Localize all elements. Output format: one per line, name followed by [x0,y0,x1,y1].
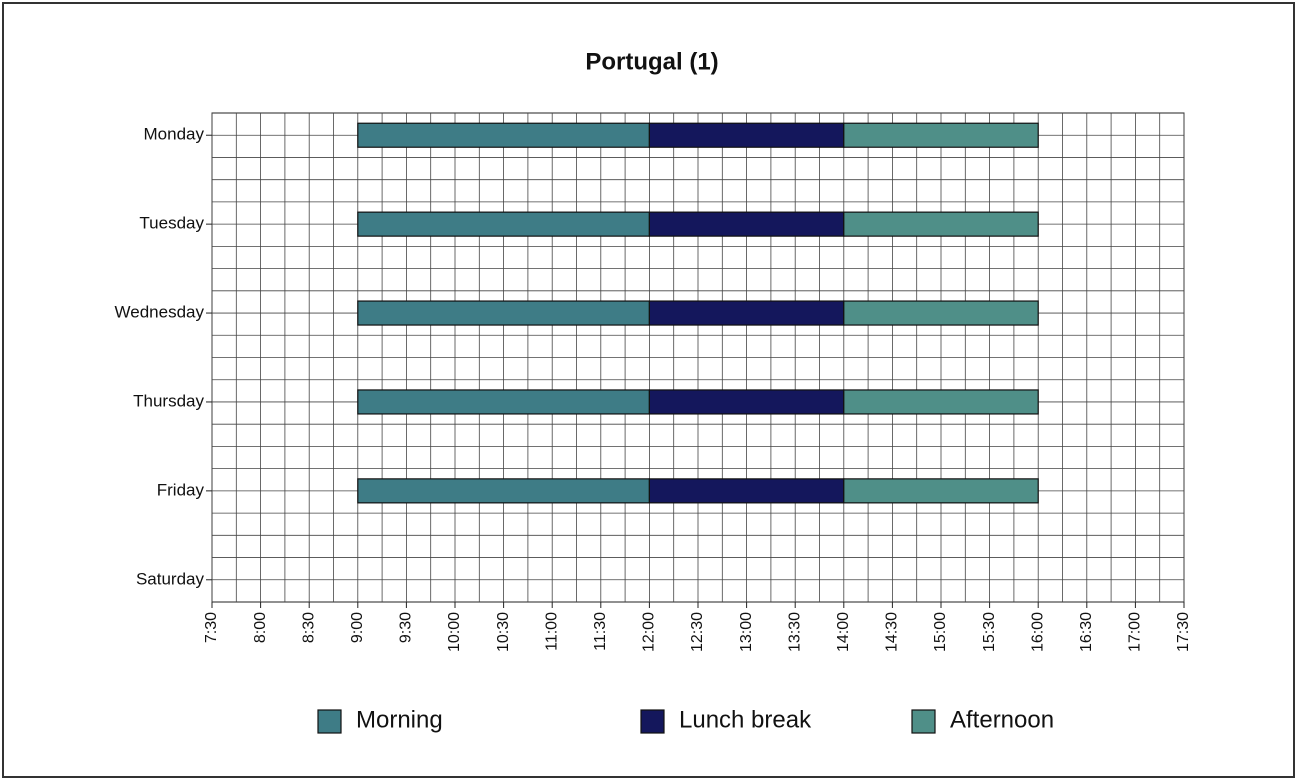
bar-segment [648,122,845,148]
legend-label: Afternoon [950,706,1054,733]
legend-label: Morning [356,706,443,733]
x-tick-label: 7:30 [203,612,220,643]
x-tick-label: 15:00 [932,612,949,652]
legend-label: Lunch break [679,706,812,733]
x-tick-label: 13:00 [738,612,755,652]
x-tick-label: 13:30 [786,612,803,652]
y-tick-label: Tuesday [139,214,204,233]
y-tick-label: Monday [144,125,205,144]
x-tick-label: 17:00 [1127,612,1144,652]
x-tick-label: 14:30 [884,612,901,652]
y-tick-label: Friday [157,480,205,499]
x-tick-label: 12:30 [689,612,706,652]
x-tick-label: 14:00 [835,612,852,652]
x-tick-label: 8:30 [300,612,317,643]
x-tick-label: 9:30 [398,612,415,643]
x-tick-label: 10:30 [495,612,512,652]
x-tick-label: 16:30 [1078,612,1095,652]
x-tick-label: 16:00 [1029,612,1046,652]
bar-segment [843,389,1039,415]
bar-segment [843,300,1039,326]
bar-segment [843,211,1039,237]
bar-segment [648,211,845,237]
y-tick-label: Thursday [133,391,204,410]
y-tick-label: Wednesday [115,303,205,322]
x-tick-label: 11:00 [543,612,560,651]
bar-segment [843,478,1039,504]
legend-swatch [640,709,665,734]
y-tick-label: Saturday [136,569,205,588]
bar-segment [648,300,845,326]
chart-title: Portugal (1) [585,48,718,75]
x-tick-label: 12:00 [641,612,658,652]
x-tick-label: 11:30 [592,612,609,651]
x-tick-label: 10:00 [446,612,463,652]
bar-segment [357,211,650,237]
x-tick-label: 17:30 [1175,612,1192,652]
x-tick-label: 8:00 [252,612,269,643]
bar-segment [843,122,1039,148]
bar-segment [357,478,650,504]
bar-segment [357,300,650,326]
x-tick-label: 15:30 [981,612,998,652]
legend-swatch [317,709,342,734]
bar-segment [648,389,845,415]
x-tick-label: 9:00 [349,612,366,643]
legend-swatch [911,709,936,734]
bar-segment [648,478,845,504]
bar-segment [357,122,650,148]
bar-segment [357,389,650,415]
